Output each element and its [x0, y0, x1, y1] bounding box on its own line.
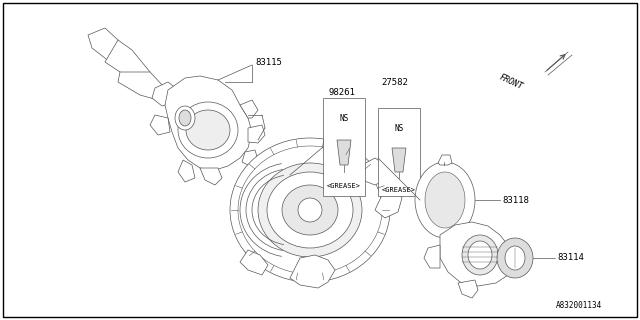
Text: A832001134: A832001134: [556, 300, 602, 309]
Text: 83118: 83118: [502, 196, 529, 204]
Text: 27582: 27582: [381, 77, 408, 86]
Polygon shape: [118, 72, 165, 100]
Polygon shape: [165, 76, 252, 170]
Bar: [323, 98, 365, 196]
Ellipse shape: [282, 185, 338, 235]
Ellipse shape: [178, 102, 238, 158]
Ellipse shape: [230, 138, 390, 282]
Polygon shape: [362, 158, 385, 185]
Circle shape: [298, 198, 322, 222]
Ellipse shape: [258, 163, 362, 257]
Ellipse shape: [505, 246, 525, 270]
Polygon shape: [242, 150, 258, 166]
Ellipse shape: [415, 162, 475, 238]
Polygon shape: [152, 82, 178, 106]
Ellipse shape: [186, 110, 230, 150]
Polygon shape: [438, 155, 452, 165]
Polygon shape: [337, 140, 351, 165]
Polygon shape: [105, 40, 150, 82]
Text: NS: NS: [394, 124, 404, 132]
Ellipse shape: [425, 172, 465, 228]
Ellipse shape: [462, 235, 498, 275]
Polygon shape: [375, 188, 402, 218]
Text: NS: NS: [339, 114, 349, 123]
Polygon shape: [240, 100, 258, 118]
Polygon shape: [392, 148, 406, 172]
Polygon shape: [200, 168, 222, 185]
Polygon shape: [150, 115, 170, 135]
Polygon shape: [248, 125, 265, 143]
Ellipse shape: [175, 106, 195, 130]
Polygon shape: [290, 255, 335, 288]
Ellipse shape: [468, 241, 492, 269]
Polygon shape: [424, 245, 440, 268]
Text: <GREASE>: <GREASE>: [382, 187, 416, 193]
Polygon shape: [88, 28, 125, 62]
Polygon shape: [178, 160, 195, 182]
Polygon shape: [240, 250, 268, 275]
Text: 83115: 83115: [255, 58, 282, 67]
Text: 83114: 83114: [557, 253, 584, 262]
Bar: [378, 108, 420, 196]
Text: 98261: 98261: [328, 87, 355, 97]
Text: FRONT: FRONT: [498, 73, 524, 92]
Ellipse shape: [497, 238, 533, 278]
Text: <GREASE>: <GREASE>: [327, 183, 361, 189]
Ellipse shape: [238, 146, 382, 274]
Ellipse shape: [267, 172, 353, 248]
Polygon shape: [458, 280, 478, 298]
Ellipse shape: [179, 110, 191, 126]
Polygon shape: [440, 222, 512, 286]
